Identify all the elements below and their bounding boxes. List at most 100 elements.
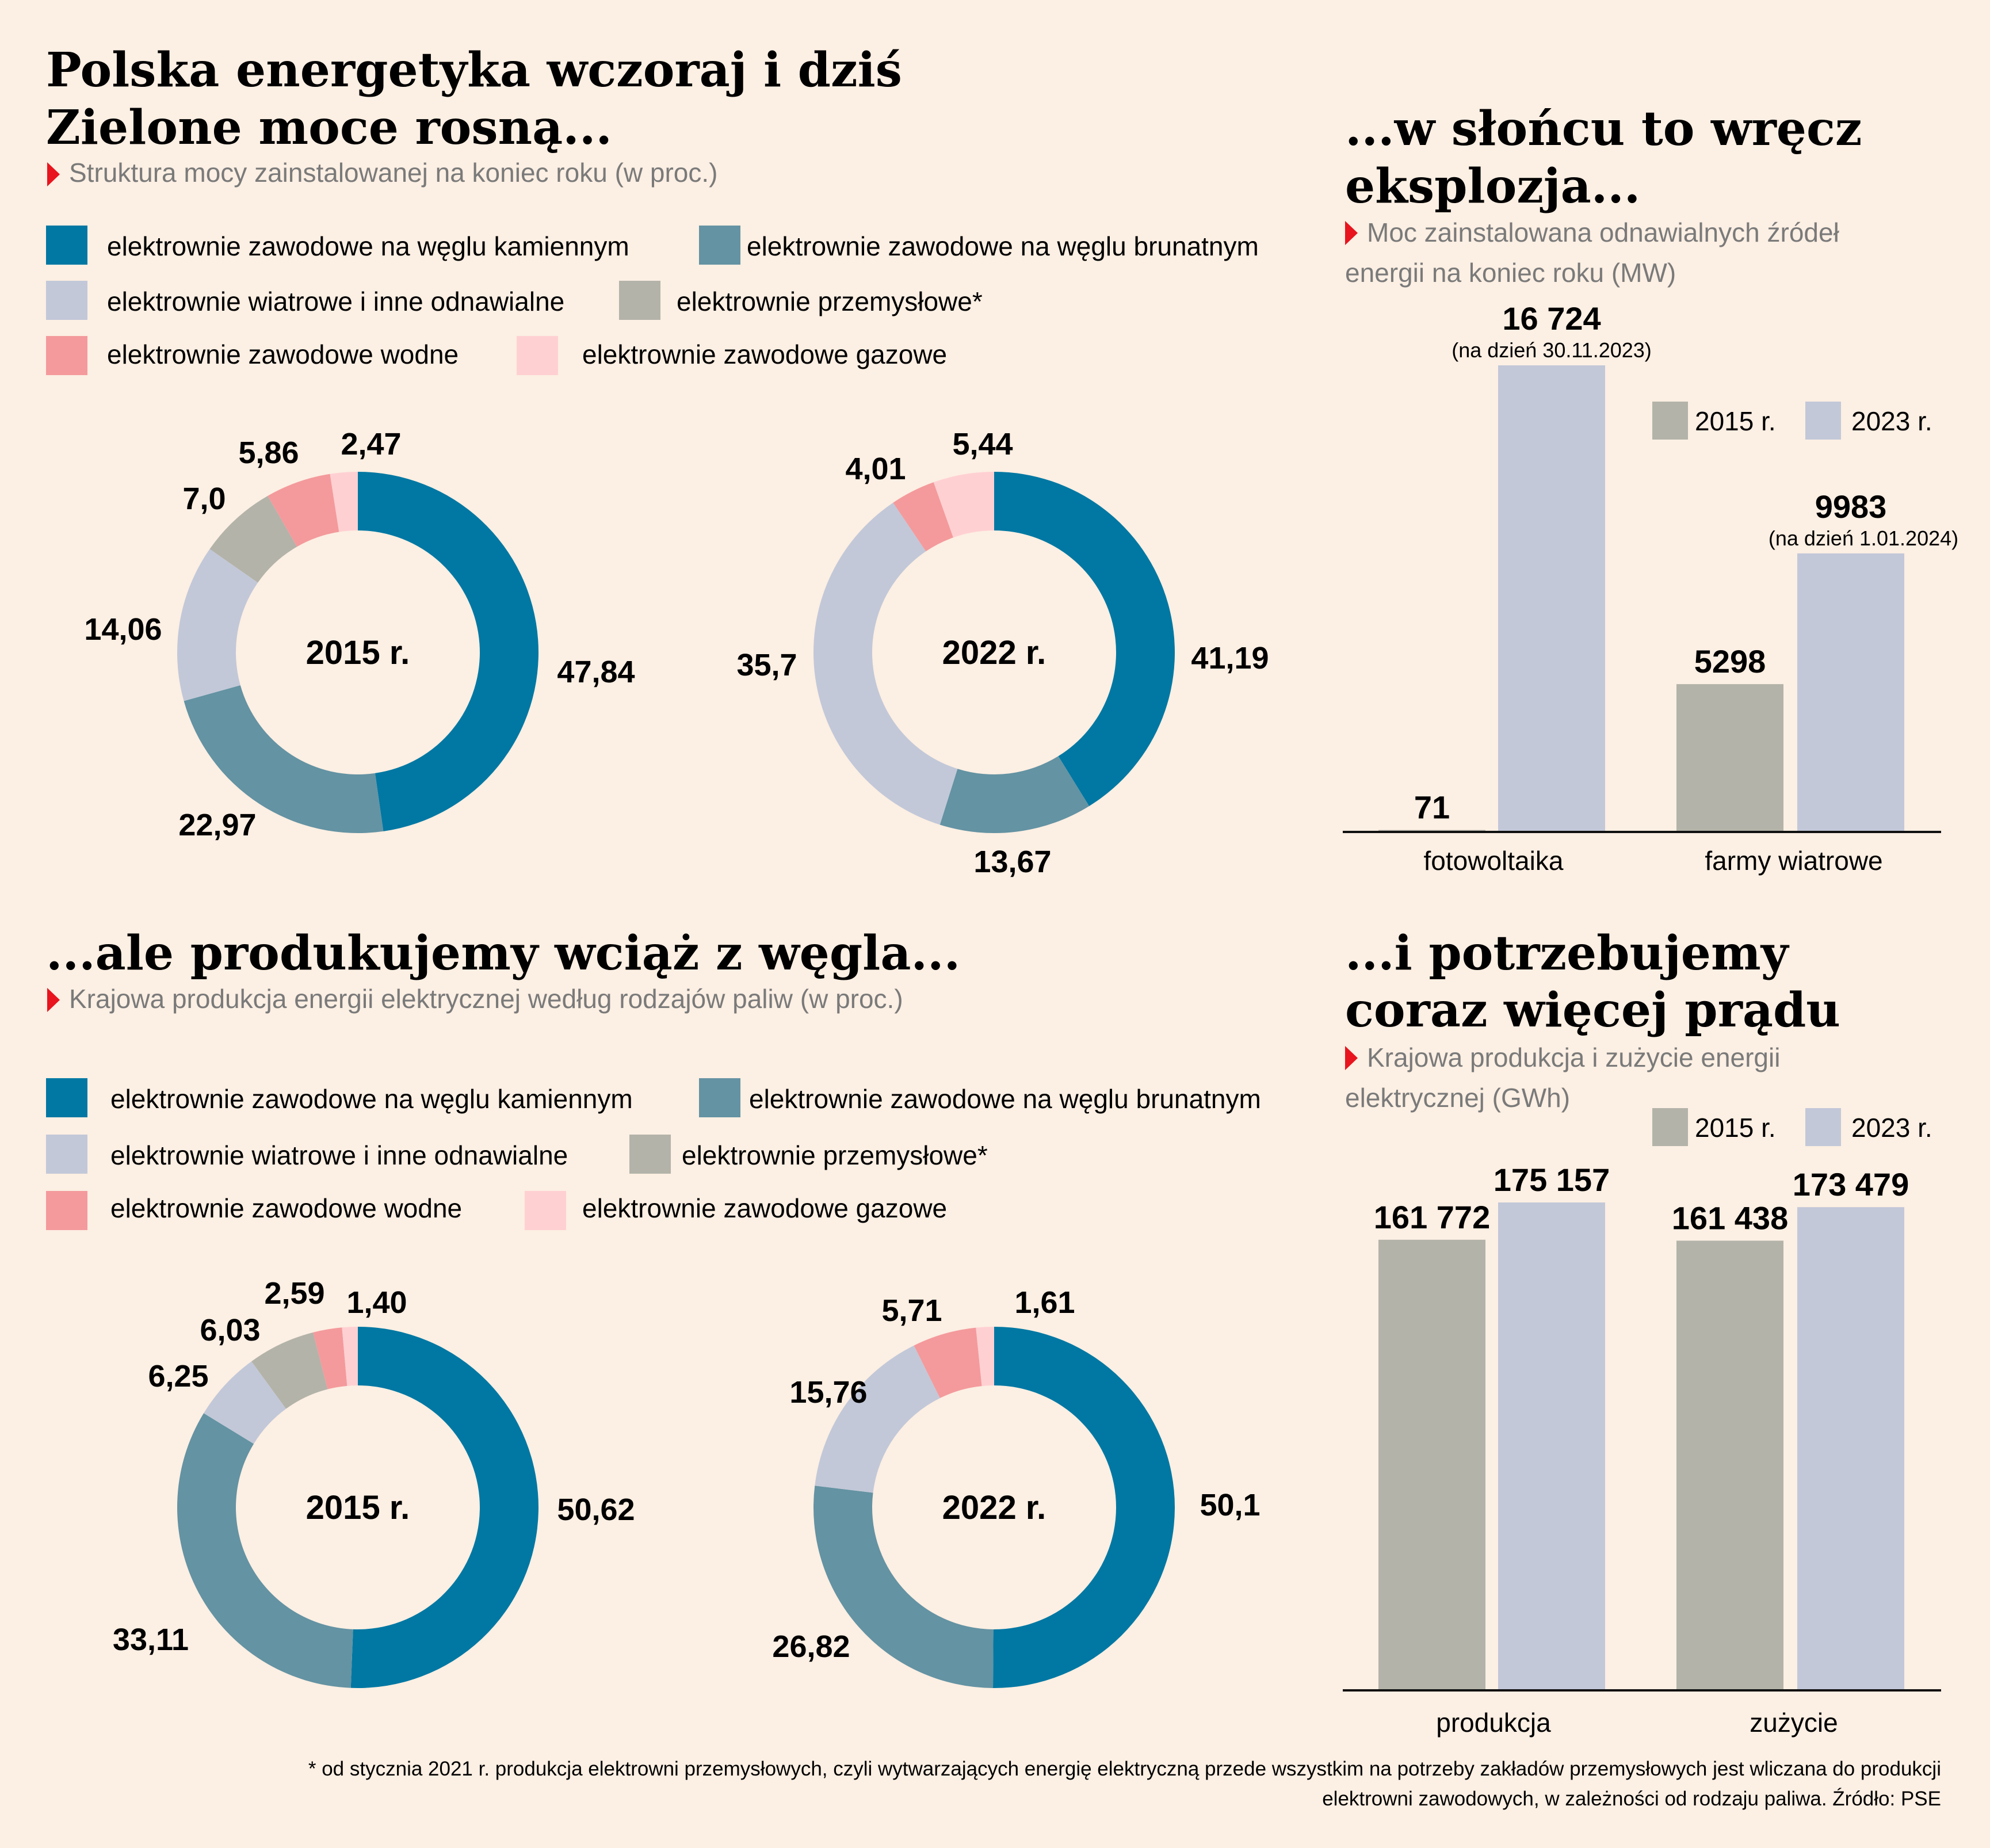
bar-legend-capacity: 2015 r. 2023 r. <box>1652 402 1932 440</box>
data-label-hydro: 5,86 <box>238 436 299 470</box>
main-title-line2: Zielone moce rosną... <box>46 100 612 155</box>
donut-production-2022: 2022 r. 50,1 26,82 15,76 5,71 1,61 <box>772 1285 1261 1689</box>
data-label-coal: 50,62 <box>557 1492 635 1527</box>
legend-swatch-lignite <box>699 1078 740 1117</box>
section3-subtitle-line1: Moc zainstalowana odnawialnych źródeł <box>1367 217 1839 247</box>
data-label-hydro: 2,59 <box>264 1276 324 1311</box>
data-label-wind: 35,7 <box>736 648 797 682</box>
section4-title-line2: coraz więcej prądu <box>1345 983 1840 1038</box>
legend-label-2015: 2015 r. <box>1695 1113 1776 1143</box>
bar-value-label: 161 438 <box>1672 1200 1788 1236</box>
section4-title-line1: ...i potrzebujemy <box>1345 926 1790 981</box>
section2-subtitle: Krajowa produkcja energii elektrycznej w… <box>69 984 903 1014</box>
bar-legend-energy: 2015 r. 2023 r. <box>1652 1108 1932 1146</box>
donut-slice-hydro <box>313 1327 347 1389</box>
data-label-industrial: 6,03 <box>200 1313 260 1347</box>
legend-label-coal: elektrownie zawodowe na węglu kamiennym <box>107 231 629 261</box>
data-label-gas: 2,47 <box>341 427 401 461</box>
legend-swatch-2023 <box>1805 402 1841 440</box>
legend-swatch-hydro <box>46 1191 87 1230</box>
legend-swatch-wind <box>46 281 87 320</box>
donut-slice-coal <box>993 1327 1175 1689</box>
bar-produkcja-2015r <box>1378 1239 1485 1690</box>
legend-label-hydro: elektrownie zawodowe wodne <box>110 1193 462 1223</box>
legend-production: elektrownie zawodowe na węglu kamiennym … <box>46 1078 1261 1230</box>
bar-zużycie-2023r <box>1797 1207 1904 1690</box>
bar-value-label: 173 479 <box>1793 1166 1909 1202</box>
data-label-gas: 5,44 <box>952 427 1013 461</box>
footnote-line1: * od stycznia 2021 r. produkcja elektrow… <box>308 1758 1941 1780</box>
donut-slice-coal <box>358 472 538 831</box>
section3-subtitle-line2: energii na koniec roku (MW) <box>1345 258 1676 288</box>
section1-subtitle: Struktura mocy zainstalowanej na koniec … <box>69 158 717 188</box>
donut-production-2015: 2015 r. 50,62 33,11 6,25 6,032,59 1,40 <box>113 1276 635 1688</box>
data-label-lignite: 22,97 <box>178 808 256 842</box>
legend-label-2015: 2015 r. <box>1695 406 1776 436</box>
legend-swatch-2015 <box>1652 402 1688 440</box>
legend-label-2023: 2023 r. <box>1851 406 1932 436</box>
bar-note: (na dzień 1.01.2024) <box>1769 526 1958 550</box>
marker-icon <box>47 988 60 1012</box>
section2-title: ...ale produkujemy wciąż z węgla... <box>46 926 960 981</box>
bar-category-label: fotowoltaika <box>1424 846 1564 876</box>
data-label-gas: 1,40 <box>346 1285 407 1320</box>
donut-center-label: 2015 r. <box>306 634 410 671</box>
donut-slice-hydro <box>914 1327 982 1399</box>
donut-slice-gas <box>933 472 994 538</box>
legend-label-lignite: elektrownie zawodowe na węglu brunatnym <box>749 1084 1261 1114</box>
donut-center-label: 2015 r. <box>306 1489 410 1526</box>
bar-zużycie-2015r <box>1676 1240 1783 1690</box>
donut-slice-gas <box>330 472 358 532</box>
legend-label-coal: elektrownie zawodowe na węglu kamiennym <box>110 1084 633 1114</box>
marker-icon <box>1345 1046 1358 1070</box>
bar-chart-renewable-capacity: 71 16 724(na dzień 30.11.2023) fotowoltaik… <box>1343 300 1958 876</box>
legend-swatch-coal <box>46 226 87 265</box>
donut-slice-lignite <box>184 685 384 833</box>
donut-installed-2015: 2015 r. 47,84 22,97 14,06 7,0 5,86 2,47 <box>84 427 635 842</box>
legend-label-wind: elektrownie wiatrowe i inne odnawialne <box>110 1140 568 1170</box>
donut-slice-coal <box>994 472 1175 807</box>
footnote-line2: elektrowni zawodowych, w zależności od r… <box>1322 1788 1941 1810</box>
bar-note: (na dzień 30.11.2023) <box>1452 338 1652 362</box>
bar-value-label: 175 157 <box>1494 1162 1610 1198</box>
legend-swatch-wind <box>46 1135 87 1174</box>
marker-icon <box>47 162 60 186</box>
legend-swatch-2023 <box>1805 1108 1841 1146</box>
donut-slice-hydro <box>893 482 953 552</box>
legend-label-industrial: elektrownie przemysłowe* <box>682 1140 988 1170</box>
marker-icon <box>1345 221 1358 245</box>
donut-slice-industrial <box>209 495 297 583</box>
bar-value-label: 9983 <box>1815 488 1887 525</box>
donut-installed-2022: 2022 r. 41,19 13,67 35,7 4,01 5,44 <box>736 427 1269 879</box>
donut-slice-gas <box>976 1327 994 1387</box>
section3-title-line1: ...w słońcu to wręcz <box>1345 101 1862 156</box>
bar-category-label: farmy wiatrowe <box>1705 846 1882 876</box>
bar-value-label: 71 <box>1414 789 1450 826</box>
donut-slice-coal <box>350 1327 539 1688</box>
legend-installed-capacity: elektrownie zawodowe na węglu kamiennym … <box>46 226 1259 375</box>
main-title-line1: Polska energetyka wczoraj i dziś <box>46 43 902 98</box>
legend-label-hydro: elektrownie zawodowe wodne <box>107 339 459 369</box>
data-label-industrial: 7,0 <box>182 482 226 516</box>
legend-label-lignite: elektrownie zawodowe na węglu brunatnym <box>747 231 1259 261</box>
donut-slice-gas <box>342 1327 358 1386</box>
data-label-hydro: 4,01 <box>845 452 906 486</box>
bar-category-label: produkcja <box>1436 1708 1551 1738</box>
data-label-coal: 47,84 <box>557 655 635 689</box>
data-label-lignite: 33,11 <box>113 1622 189 1657</box>
donut-slice-lignite <box>813 1486 994 1688</box>
donut-slice-lignite <box>939 756 1090 833</box>
bar-farmy-wiatrowe-2015r <box>1676 684 1783 832</box>
donut-slice-lignite <box>177 1413 353 1688</box>
donut-slice-wind <box>813 502 958 825</box>
data-label-coal: 50,1 <box>1200 1488 1260 1522</box>
bar-value-label: 161 772 <box>1374 1199 1490 1235</box>
legend-label-gas: elektrownie zawodowe gazowe <box>582 339 947 369</box>
donut-center-label: 2022 r. <box>942 634 1046 671</box>
section3-title-line2: eksplozja... <box>1345 159 1640 214</box>
data-label-wind: 6,25 <box>148 1359 208 1393</box>
donut-slice-industrial <box>251 1332 328 1409</box>
donut-slice-wind <box>204 1361 287 1444</box>
